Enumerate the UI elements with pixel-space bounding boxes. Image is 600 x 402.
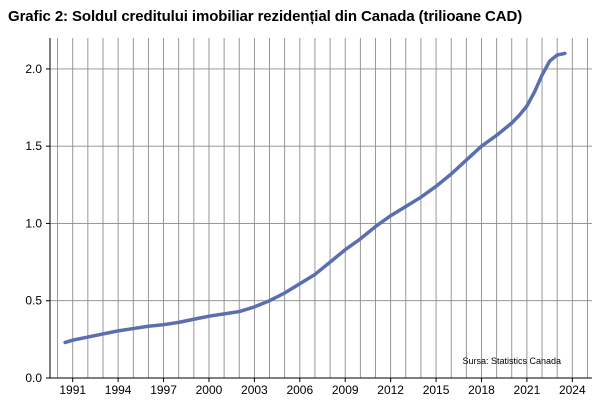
x-tick-label: 1991	[59, 383, 86, 397]
y-tick-label: 1.0	[25, 216, 42, 230]
x-tick-label: 2000	[196, 383, 223, 397]
x-tick-label: 2012	[377, 383, 404, 397]
source-note: Sursa: Statistics Canada	[462, 356, 561, 366]
x-tick-label: 1994	[105, 383, 132, 397]
y-tick-label: 1.5	[25, 139, 42, 153]
x-tick-label: 2003	[241, 383, 268, 397]
series-line	[63, 51, 567, 345]
x-tick-label: 2018	[468, 383, 495, 397]
y-tick-label: 2.0	[25, 62, 42, 76]
grid-layer	[50, 38, 592, 378]
chart-title: Grafic 2: Soldul creditului imobiliar re…	[8, 8, 523, 25]
series-layer	[63, 51, 567, 345]
y-tick-label: 0.5	[25, 294, 42, 308]
axis-layer: 0.0 0.5 1.0 1.5 2.0 1991 1994 1997 2000 2003 2006 2…	[25, 38, 592, 397]
x-tick-label: 2021	[514, 383, 541, 397]
x-tick-label: 2015	[423, 383, 450, 397]
x-tick-label: 2009	[332, 383, 359, 397]
y-tick-label: 0.0	[25, 371, 42, 385]
x-tick-label: 2006	[286, 383, 313, 397]
x-tick-label: 1997	[150, 383, 177, 397]
x-tick-label: 2024	[559, 383, 586, 397]
